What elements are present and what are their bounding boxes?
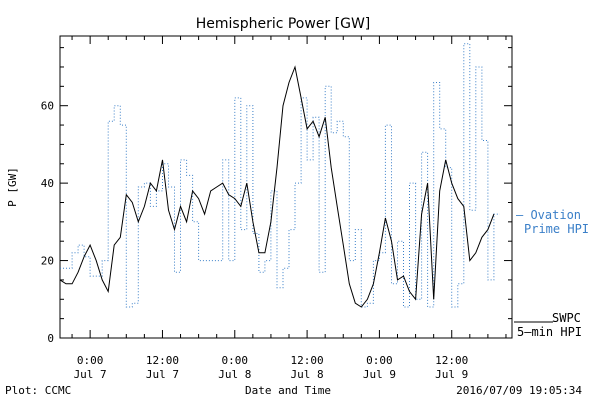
legend-swpc-5min-hpi: SWPC 5–min HPI (517, 311, 582, 339)
y-axis-label: P [GW] (6, 167, 19, 207)
plot-frame (59, 35, 513, 339)
x-tick-time-label: 0:00 (366, 354, 393, 367)
y-tick-label: 40 (41, 177, 54, 190)
x-tick-time-label: 12:00 (291, 354, 324, 367)
y-tick-label: 60 (41, 100, 54, 113)
x-tick-time-label: 12:00 (435, 354, 468, 367)
legend-ovation-line: — Ovation (516, 208, 581, 222)
x-tick-date-label: Jul 8 (218, 368, 251, 381)
plot-credit: Plot: CCMC (5, 384, 71, 397)
legend-swpc-line: SWPC (552, 311, 581, 325)
x-tick-date-label: Jul 9 (435, 368, 468, 381)
x-tick-date-label: Jul 7 (74, 368, 107, 381)
x-tick-date-label: Jul 9 (363, 368, 396, 381)
x-tick-date-label: Jul 8 (291, 368, 324, 381)
x-tick-time-label: 12:00 (146, 354, 179, 367)
legend: — Ovation Prime HPI SWPC 5–min HPI (514, 208, 589, 339)
y-axis-ticks: 0 20 40 60 (41, 47, 512, 345)
x-tick-time-label: 0:00 (77, 354, 104, 367)
plot-timestamp: 2016/07/09 19:05:34 (456, 384, 582, 397)
legend-swpc-line: 5–min HPI (517, 325, 582, 339)
legend-ovation-prime-hpi: — Ovation Prime HPI (516, 208, 589, 236)
chart-title: Hemispheric Power [GW] (196, 16, 371, 32)
y-tick-label: 0 (47, 332, 54, 345)
series-swpc-5min-hpi-line (59, 65, 495, 308)
legend-ovation-line: Prime HPI (524, 222, 589, 236)
y-tick-label: 20 (41, 255, 54, 268)
series-layer (59, 43, 500, 308)
x-axis-label: Date and Time (245, 384, 331, 397)
x-tick-date-label: Jul 7 (146, 368, 179, 381)
series-ovation-prime-hpi-line (60, 43, 500, 308)
x-tick-time-label: 0:00 (222, 354, 249, 367)
